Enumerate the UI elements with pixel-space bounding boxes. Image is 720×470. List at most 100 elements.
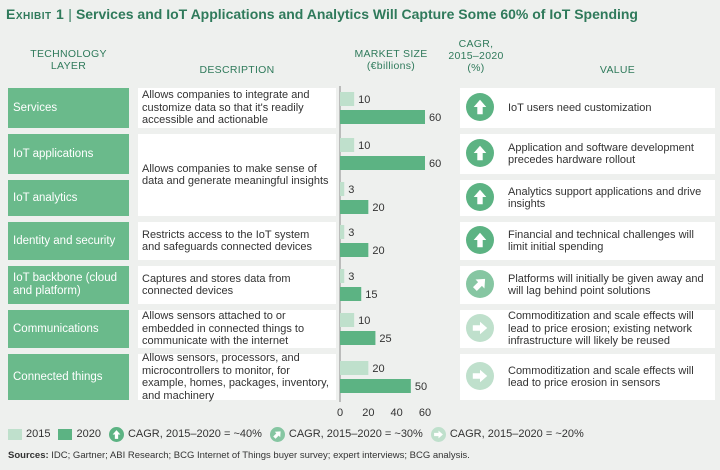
arrow-up-icon: [466, 226, 494, 254]
bar-label-2020: 15: [365, 289, 377, 301]
chart-title: Exhibit 1 | Services and IoT Applications …: [6, 6, 714, 28]
bar-2015: [340, 225, 345, 239]
legend-cagr40-label: CAGR, 2015–2020 = ~40%: [127, 428, 262, 440]
value-cell: Commoditization and scale effects will l…: [460, 354, 715, 400]
bar-2015: [340, 269, 345, 283]
bar-label-2015: 10: [358, 315, 370, 327]
description-cell: Allows companies to make sense of data a…: [138, 134, 336, 216]
value-cell: Analytics support applications and drive…: [460, 180, 715, 216]
value-text: Analytics support applications and drive…: [508, 185, 702, 211]
bar-label-2020: 50: [415, 381, 427, 393]
header-layer-line1: TECHNOLOGY: [30, 48, 107, 60]
value-text: Application and software development pre…: [508, 141, 694, 167]
header-cagr: CAGR, 2015–2020 (%): [446, 38, 506, 74]
bar-label-2020: 60: [429, 158, 441, 170]
value-text: Commoditization and scale effects will l…: [508, 364, 694, 390]
layer-label: Connected things: [8, 354, 129, 400]
header-cagr-line1: CAGR,: [458, 38, 494, 50]
bar-label-2015: 3: [348, 227, 354, 239]
sources-note: Sources: IDC; Gartner; ABI Research; BCG…: [8, 450, 470, 461]
bar-2015: [340, 361, 369, 375]
bar-label-2015: 10: [358, 94, 370, 106]
description-cell: Allows companies to integrate and custom…: [138, 88, 336, 128]
header-market-line1: MARKET SIZE: [354, 48, 428, 60]
layer-label: Identity and security: [8, 222, 129, 260]
value-cell: Platforms will initially be given away a…: [460, 266, 715, 304]
bar-2015: [340, 313, 355, 327]
bar-2015: [340, 92, 355, 106]
legend-2020-swatch: [58, 428, 73, 440]
value-cell: Application and software development pre…: [460, 134, 715, 174]
legend-cagr20-label: CAGR, 2015–2020 = ~20%: [449, 428, 584, 440]
bar-2015: [340, 138, 355, 152]
value-text: Platforms will initially be given away a…: [508, 272, 704, 298]
bar-label-2020: 25: [379, 333, 391, 345]
header-technology-layer: TECHNOLOGY LAYER: [8, 48, 129, 72]
bar-label-2015: 10: [358, 140, 370, 152]
x-tick-label: 0: [337, 407, 343, 419]
bar-label-2015: 3: [348, 184, 354, 196]
description-cell: Captures and stores data from connected …: [138, 266, 336, 304]
legend-2015: 2015: [8, 428, 50, 440]
header-layer-line2: LAYER: [50, 60, 87, 72]
legend-2020-label: 2020: [76, 428, 101, 440]
layer-label: Communications: [8, 310, 129, 348]
legend-cagr30-label: CAGR, 2015–2020 = ~30%: [288, 428, 423, 440]
arrow-up-icon: [108, 426, 124, 442]
bar-label-2015: 3: [348, 271, 354, 283]
bar-2020: [340, 156, 425, 170]
layer-label: IoT applications: [8, 134, 129, 174]
bar-2020: [340, 331, 376, 345]
legend-cagr40: CAGR, 2015–2020 = ~40%: [108, 426, 262, 442]
header-market-size: MARKET SIZE (€billions): [336, 48, 446, 72]
arrow-right-icon: [466, 314, 494, 342]
x-tick-label: 60: [419, 407, 431, 419]
arrow-up-icon: [466, 93, 494, 121]
bar-2015: [340, 182, 345, 196]
legend-2015-label: 2015: [26, 428, 51, 440]
value-cell: IoT users need customization: [460, 88, 715, 128]
bar-label-2020: 20: [372, 202, 384, 214]
arrow-diagonal-icon: [466, 270, 494, 298]
legend: 2015 2020 CAGR, 2015–2020 = ~40% CAGR, 2…: [8, 426, 592, 442]
bar-2020: [340, 243, 369, 257]
header-description: DESCRIPTION: [199, 64, 275, 76]
value-text: IoT users need customization: [508, 101, 652, 114]
bar-label-2015: 20: [372, 363, 384, 375]
layer-label: IoT backbone (cloud and platform): [8, 266, 129, 304]
legend-2020: 2020: [58, 428, 101, 440]
description-cell: Allows sensors, processors, and microcon…: [138, 352, 336, 402]
value-cell: Commoditization and scale effects will l…: [460, 310, 715, 348]
header-cagr-line2: 2015–2020: [448, 50, 504, 62]
bar-2020: [340, 200, 369, 214]
bar-2020: [340, 110, 425, 124]
value-text: Financial and technical challenges will …: [508, 228, 694, 254]
sources-label: Sources:: [8, 450, 49, 461]
value-text: Commoditization and scale effects will l…: [508, 310, 694, 348]
layer-label: Services: [8, 88, 129, 128]
arrow-right-icon: [430, 426, 446, 442]
bar-label-2020: 20: [372, 245, 384, 257]
sources-text: IDC; Gartner; ABI Research; BCG Internet…: [51, 450, 470, 461]
header-market-line2: (€billions): [366, 60, 416, 72]
title-separator: |: [68, 6, 72, 22]
arrow-right-icon: [466, 362, 494, 390]
layer-label: IoT analytics: [8, 180, 129, 216]
description-cell: Restricts access to the IoT system and s…: [138, 222, 336, 260]
header-cagr-line3: (%): [467, 62, 485, 74]
legend-cagr30: CAGR, 2015–2020 = ~30%: [269, 426, 423, 442]
arrow-up-icon: [466, 183, 494, 211]
arrow-up-icon: [466, 139, 494, 167]
bar-2020: [340, 287, 362, 301]
legend-2015-swatch: [8, 428, 22, 440]
bar-label-2020: 60: [429, 112, 441, 124]
exhibit-label: Exhibit 1: [6, 6, 65, 22]
header-value: VALUE: [599, 64, 636, 76]
bar-2020: [340, 379, 411, 393]
legend-cagr20: CAGR, 2015–2020 = ~20%: [430, 426, 584, 442]
value-cell: Financial and technical challenges will …: [460, 222, 715, 260]
x-tick-label: 40: [391, 407, 403, 419]
title-text: Services and IoT Applications and Analyt…: [75, 6, 638, 22]
x-tick-label: 20: [362, 407, 374, 419]
